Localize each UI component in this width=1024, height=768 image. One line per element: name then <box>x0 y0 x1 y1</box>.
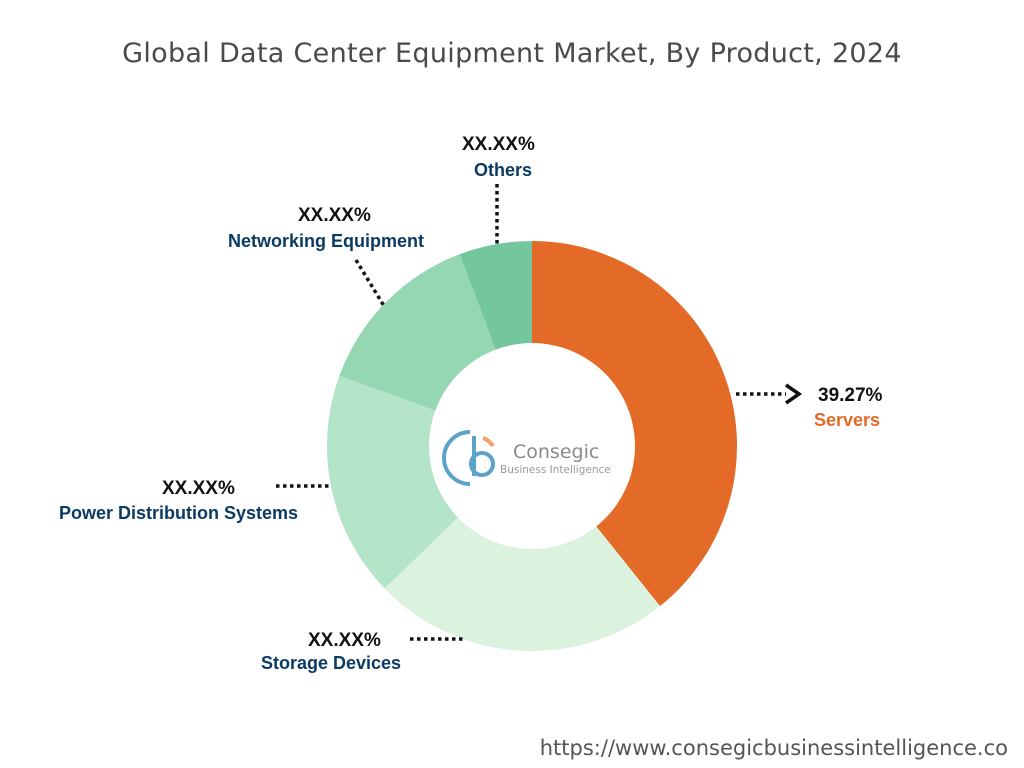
chart-title: Global Data Center Equipment Market, By … <box>122 38 902 69</box>
source-url: https://www.consegicbusinessintelligence… <box>539 736 1008 760</box>
slice-servers <box>532 241 737 607</box>
logo-name: Consegic <box>513 441 599 463</box>
consegic-logo: Consegic Business Intelligence <box>442 430 611 486</box>
leader-line-networking <box>354 259 386 307</box>
value-label-servers: 39.27% <box>818 385 883 406</box>
logo-tagline: Business Intelligence <box>500 464 611 476</box>
value-label-networking: XX.XX% <box>298 205 371 226</box>
value-label-power: XX.XX% <box>162 478 235 499</box>
slice-power-distribution-systems <box>327 375 458 589</box>
category-label-servers: Servers <box>814 410 880 430</box>
value-label-storage: XX.XX% <box>308 630 381 651</box>
category-label-storage: Storage Devices <box>261 653 401 673</box>
slice-labels: 39.27% Servers XX.XX% Storage Devices XX… <box>59 134 883 673</box>
consegic-logo-mark-icon <box>442 430 495 486</box>
category-label-networking: Networking Equipment <box>228 231 424 251</box>
category-label-others: Others <box>474 160 532 180</box>
category-label-power: Power Distribution Systems <box>59 503 298 523</box>
leader-lines <box>276 184 803 641</box>
value-label-others: XX.XX% <box>462 134 535 155</box>
slice-storage-devices <box>384 517 660 651</box>
slice-networking-equipment <box>339 254 496 411</box>
slice-others <box>459 241 532 350</box>
arrow-right-icon <box>785 383 803 405</box>
